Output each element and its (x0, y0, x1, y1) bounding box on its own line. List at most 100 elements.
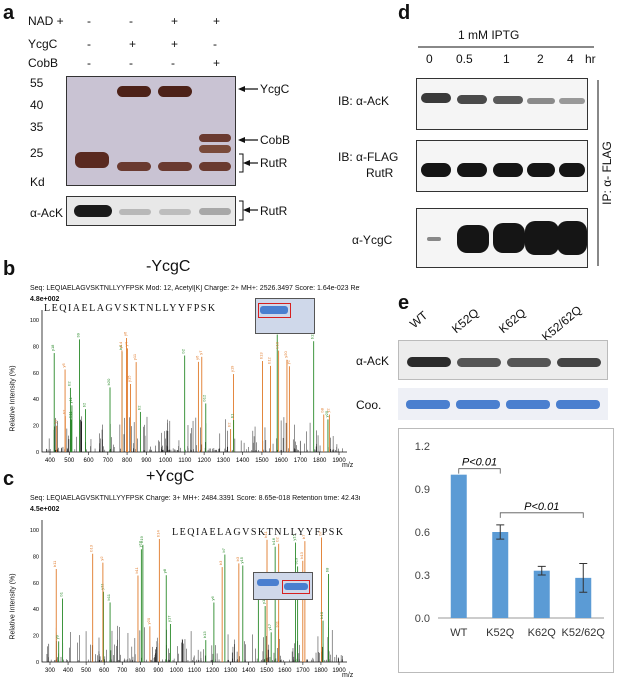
spectrum-tick-label: 1400 (236, 458, 250, 464)
p-value-annotation: P<0.01 (462, 457, 497, 469)
panel-b-title: -YcgC (146, 258, 191, 275)
svg-text:b3: b3 (218, 560, 223, 565)
bar (575, 577, 592, 618)
spectrum-header-c: Seq: LEQIAELAGVSKTNLLYYFPSK Charge: 3+ M… (30, 495, 360, 502)
svg-text:y15: y15 (239, 556, 244, 563)
ack-blot-label: α-AcK (30, 206, 63, 220)
svg-text:y6: y6 (210, 596, 215, 601)
spectrum-tick-label: 1200 (197, 458, 211, 464)
intensity-b: 4.8e+002 (30, 296, 60, 303)
svg-text:b13: b13 (299, 551, 304, 558)
ib-ack-blot (416, 78, 588, 130)
mw-marker-25: 25 (30, 146, 44, 160)
e-ack-blot (398, 340, 608, 380)
svg-text:40: 40 (33, 397, 39, 403)
mass-spectrum-b: 400 500 600 700 800 900 1000 1100 1200 1300 1400 15… (30, 310, 347, 464)
svg-text:y19: y19 (229, 365, 234, 372)
svg-text:b11: b11 (52, 560, 57, 567)
blot-band (493, 223, 525, 253)
svg-text:0: 0 (36, 450, 39, 456)
chart-frame (398, 428, 614, 673)
gel-band (199, 162, 231, 171)
blot-band (557, 358, 601, 367)
bar (492, 532, 509, 618)
y-tick-label: 0.6 (415, 527, 430, 539)
svg-text:b9: b9 (75, 332, 80, 337)
ip-label-wrap: IP: α- FLAG (600, 118, 614, 228)
blot-band (427, 237, 441, 241)
svg-text:80: 80 (33, 344, 39, 350)
timeline-bar (418, 46, 594, 48)
svg-text:b16: b16 (271, 537, 276, 544)
svg-text:b7: b7 (221, 547, 226, 552)
svg-text:b20: b20 (106, 378, 111, 385)
spectrum-tick-label: 800 (135, 668, 146, 674)
sign-cell: - (171, 56, 175, 70)
spectrum-tick-label: 1700 (296, 668, 310, 674)
sign-cell: + (213, 14, 221, 28)
svg-text:b19: b19 (294, 557, 299, 564)
time-0-5: 0.5 (456, 52, 473, 66)
ib-flag-label: IB: α-FLAG (338, 150, 399, 164)
significance-bracket (458, 468, 501, 474)
blot-band (525, 221, 559, 255)
panel-e-label: e (398, 292, 410, 314)
blot-band (507, 358, 551, 367)
category-label: K52Q (486, 627, 515, 639)
svg-text:y20: y20 (283, 350, 288, 357)
svg-text:y3: y3 (53, 419, 58, 424)
svg-text:b3: b3 (235, 556, 240, 561)
spectrum-axes (41, 310, 347, 453)
time-2: 2 (537, 52, 544, 66)
spectrum-ylabel-c: Relative Intensity (%) (9, 573, 17, 640)
ib-ack-label: IB: α-AcK (338, 94, 389, 108)
svg-text:b14: b14 (155, 530, 160, 537)
spectrum-tick-label: 1700 (294, 458, 308, 464)
ack-western-blot (66, 196, 236, 226)
gel-band (117, 162, 151, 171)
svg-text:b12: b12 (266, 356, 271, 363)
band-label-rutr-blot: RutR (260, 204, 288, 218)
time-1: 1 (503, 52, 510, 66)
gel-band (199, 134, 231, 142)
svg-text:y17: y17 (166, 615, 171, 622)
peptide-sequence-b: LEQIAELAGVSKTNLLYYFPSK (44, 303, 217, 314)
svg-text:b13: b13 (89, 544, 94, 551)
svg-text:y15: y15 (292, 533, 297, 540)
time-0: 0 (426, 52, 433, 66)
svg-text:b2: b2 (227, 422, 232, 427)
svg-text:b12: b12 (202, 394, 207, 401)
sign-cell: - (129, 14, 133, 28)
sign-cell: - (129, 56, 133, 70)
gel-inset-c (253, 572, 313, 600)
svg-text:y9: y9 (55, 634, 60, 639)
spectrum-tick-label: 1100 (178, 458, 192, 464)
spectrum-tick-label: 400 (45, 458, 56, 464)
sign-cell: - (87, 56, 91, 70)
spectrum-tick-label: 700 (117, 668, 128, 674)
svg-text:100: 100 (30, 528, 39, 534)
e-coo-label: Coo. (356, 398, 382, 412)
svg-text:20: 20 (33, 424, 39, 430)
spectrum-tick-label: 1300 (224, 668, 238, 674)
coo-band (406, 400, 450, 409)
svg-text:y10: y10 (137, 540, 142, 547)
spectrum-tick-label: 1600 (275, 458, 289, 464)
coo-band (456, 400, 500, 409)
blot-band (119, 209, 151, 215)
xlabel-b: m/z (342, 462, 354, 469)
spectrum-tick-label: 1000 (170, 668, 184, 674)
blot-band (74, 205, 112, 217)
spectrum-tick-label: 1400 (242, 668, 256, 674)
bar (533, 570, 550, 618)
ip-bracket (597, 80, 599, 266)
y-tick-label: 0.0 (415, 613, 430, 625)
svg-text:b2: b2 (61, 409, 66, 414)
spectrum-tick-label: 500 (81, 668, 92, 674)
iptg-title: 1 mM IPTG (458, 28, 520, 42)
spectrum-ylabel-b: Relative Intensity (%) (9, 365, 17, 432)
band-label-ycgc: YcgC (260, 82, 290, 96)
panel-c-label: c (3, 468, 15, 490)
svg-text:100: 100 (30, 318, 39, 324)
blot-band (559, 98, 585, 104)
